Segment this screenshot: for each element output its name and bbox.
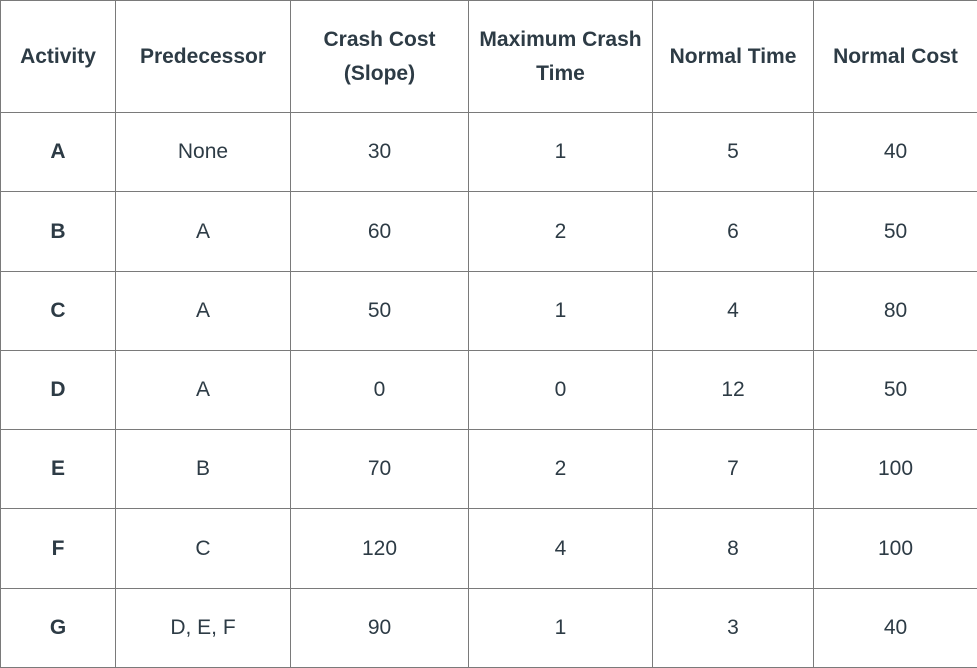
table-row: D A 0 0 12 50 [0,349,977,431]
cell-predecessor: A [115,191,291,272]
cell-normal-time: 5 [652,111,814,193]
table-row: F C 120 4 8 100 [0,508,977,589]
table-row: G D, E, F 90 1 3 40 [0,587,977,668]
cell-normal-time: 8 [652,508,814,589]
cell-crash-cost: 120 [290,508,469,589]
cell-activity: A [0,111,116,193]
cell-max-crash-time: 2 [468,429,653,510]
cell-max-crash-time: 1 [468,270,653,351]
cell-predecessor: None [115,111,291,193]
cell-normal-time: 7 [652,429,814,510]
column-header-normal-cost: Normal Cost [813,0,977,113]
cell-normal-time: 6 [652,191,814,272]
cell-activity: E [0,429,116,510]
cell-normal-cost: 100 [813,429,977,510]
cell-normal-cost: 40 [813,587,977,668]
header-row: Activity Predecessor Crash Cost (Slope) … [0,0,977,113]
cell-predecessor: C [115,508,291,589]
cell-activity: G [0,587,116,668]
column-header-max-crash-time: Maximum Crash Time [468,0,653,113]
cell-crash-cost: 0 [290,349,469,431]
column-header-normal-time: Normal Time [652,0,814,113]
cell-crash-cost: 50 [290,270,469,351]
cell-crash-cost: 70 [290,429,469,510]
column-header-predecessor: Predecessor [115,0,291,113]
cell-normal-cost: 100 [813,508,977,589]
cell-normal-cost: 40 [813,111,977,193]
cell-max-crash-time: 1 [468,111,653,193]
cell-normal-time: 3 [652,587,814,668]
table-row: E B 70 2 7 100 [0,429,977,510]
cell-normal-time: 12 [652,349,814,431]
table-row: A None 30 1 5 40 [0,111,977,193]
cell-predecessor: B [115,429,291,510]
cell-max-crash-time: 0 [468,349,653,431]
table-row: B A 60 2 6 50 [0,191,977,272]
cell-predecessor: A [115,270,291,351]
column-header-activity: Activity [0,0,116,113]
cell-normal-cost: 50 [813,349,977,431]
cell-max-crash-time: 4 [468,508,653,589]
cell-normal-cost: 80 [813,270,977,351]
column-header-crash-cost: Crash Cost (Slope) [290,0,469,113]
table-row: C A 50 1 4 80 [0,270,977,351]
cell-predecessor: A [115,349,291,431]
cell-activity: D [0,349,116,431]
cell-normal-cost: 50 [813,191,977,272]
cell-activity: B [0,191,116,272]
cell-crash-cost: 90 [290,587,469,668]
cell-activity: C [0,270,116,351]
table-header: Activity Predecessor Crash Cost (Slope) … [0,0,977,113]
cell-crash-cost: 60 [290,191,469,272]
cell-activity: F [0,508,116,589]
cell-normal-time: 4 [652,270,814,351]
cell-crash-cost: 30 [290,111,469,193]
cell-predecessor: D, E, F [115,587,291,668]
cell-max-crash-time: 2 [468,191,653,272]
cell-max-crash-time: 1 [468,587,653,668]
table-body: A None 30 1 5 40 B A 60 2 6 50 C A 50 1 … [0,111,977,668]
